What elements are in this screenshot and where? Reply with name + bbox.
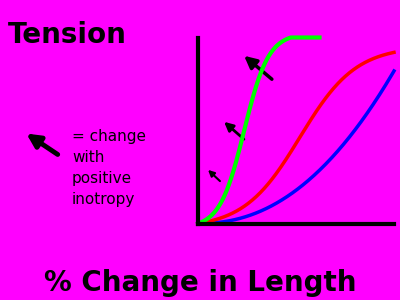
Text: = change
with
positive
inotropy: = change with positive inotropy xyxy=(72,129,146,207)
Text: % Change in Length: % Change in Length xyxy=(44,269,356,297)
Text: Tension: Tension xyxy=(8,21,127,49)
